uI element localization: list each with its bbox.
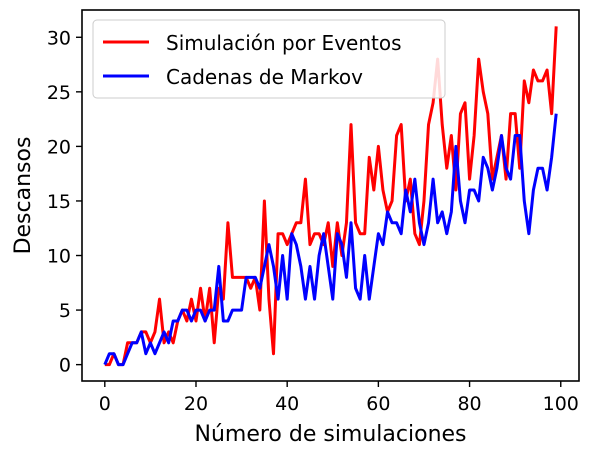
- x-axis-label: Número de simulaciones: [194, 422, 466, 447]
- x-tick-label: 80: [457, 393, 481, 415]
- y-axis-ticks: 0 5 10 15 20 25 30: [47, 27, 82, 376]
- y-tick-label: 20: [47, 136, 71, 158]
- y-tick-label: 15: [47, 191, 71, 213]
- y-axis-label: Descansos: [11, 137, 36, 255]
- legend-label-markov: Cadenas de Markov: [166, 65, 363, 89]
- legend-label-eventos: Simulación por Eventos: [166, 31, 402, 55]
- y-tick-label: 25: [47, 82, 71, 104]
- y-tick-label: 0: [59, 355, 71, 377]
- x-tick-label: 100: [543, 393, 579, 415]
- x-tick-label: 20: [184, 393, 208, 415]
- x-axis-ticks: 0 20 40 60 80 100: [99, 381, 579, 415]
- y-tick-label: 10: [47, 246, 71, 268]
- y-tick-label: 30: [47, 27, 71, 49]
- x-tick-label: 0: [99, 393, 111, 415]
- x-tick-label: 60: [366, 393, 390, 415]
- y-tick-label: 5: [59, 300, 71, 322]
- x-tick-label: 40: [275, 393, 299, 415]
- legend: Simulación por Eventos Cadenas de Markov: [93, 20, 445, 98]
